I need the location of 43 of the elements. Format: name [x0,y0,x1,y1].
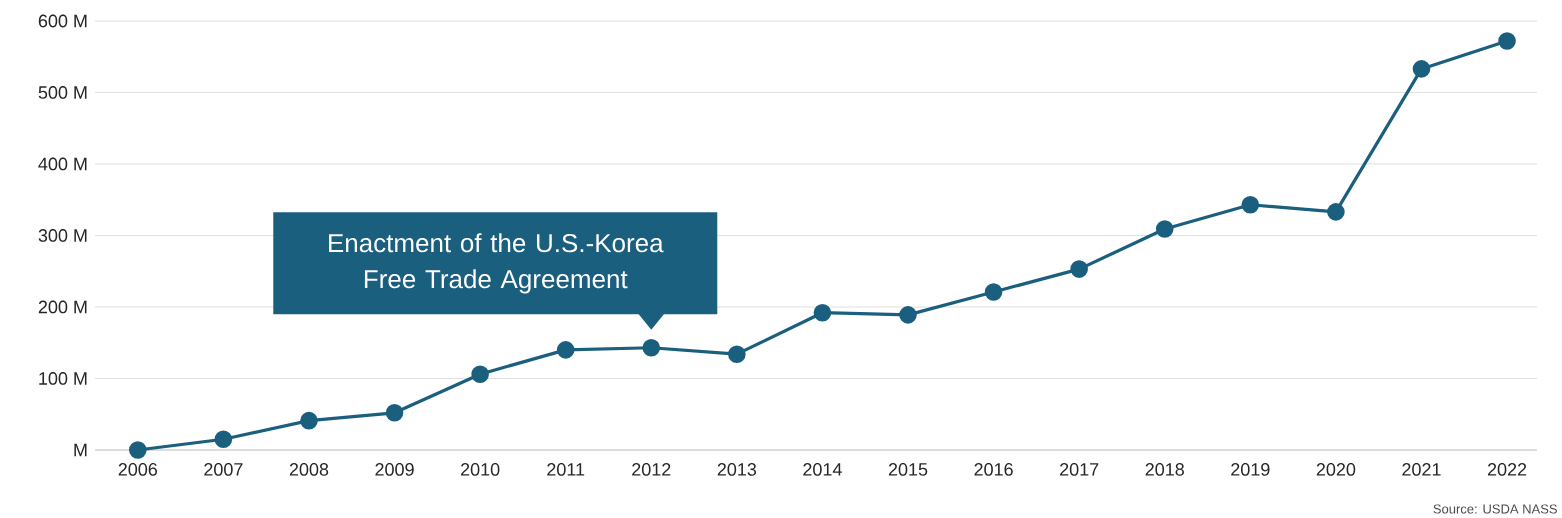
point [1070,260,1088,278]
y-tick-label: M [74,443,87,457]
x-tick-label: 2009 [375,463,414,476]
point [899,306,917,324]
point [813,303,832,322]
y-tick-label: 100 M [39,372,87,385]
x-tick-label: 2022 [1487,463,1527,476]
point [1241,195,1260,214]
point [1498,32,1516,50]
x-tick-label: 2015 [888,463,928,476]
y-tick-label: 400 M [38,157,87,171]
y-tick-label: 600 M [38,14,87,28]
x-tick-label: 2012 [632,463,671,476]
x-tick-label: 2011 [547,463,585,476]
point [129,441,147,459]
x-tick-label: 2021 [1402,463,1441,476]
point [300,411,318,430]
x-tick-label: 2020 [1316,463,1356,476]
y-tick-label: 500 M [38,86,87,99]
x-tick-label: 2016 [974,463,1013,476]
x-tick-label: 2007 [204,463,243,476]
point [471,365,489,383]
x-tick-label: 2006 [118,463,158,476]
point [214,430,233,449]
source-note: Source: USDA NASS [1433,504,1557,514]
point [385,404,404,422]
point [728,345,746,363]
point [1412,60,1431,78]
point [984,283,1003,301]
point [642,338,661,357]
annotation: Enactment of the U.S.-Korea Free Trade Agreement [329,233,664,294]
x-tick-label: 2013 [717,463,757,476]
x-tick-label: 2018 [1145,463,1184,476]
point [1327,203,1345,221]
point [1155,220,1174,238]
point [556,341,575,359]
x-tick-label: 2017 [1060,463,1099,476]
x-tick-label: 2008 [289,463,329,476]
y-tick-label: 200 M [38,300,87,314]
x-tick-label: 2010 [461,463,500,476]
y-tick-label: 300 M [38,229,87,242]
x-tick-label: 2014 [803,463,842,476]
x-tick-label: 2019 [1231,463,1270,476]
